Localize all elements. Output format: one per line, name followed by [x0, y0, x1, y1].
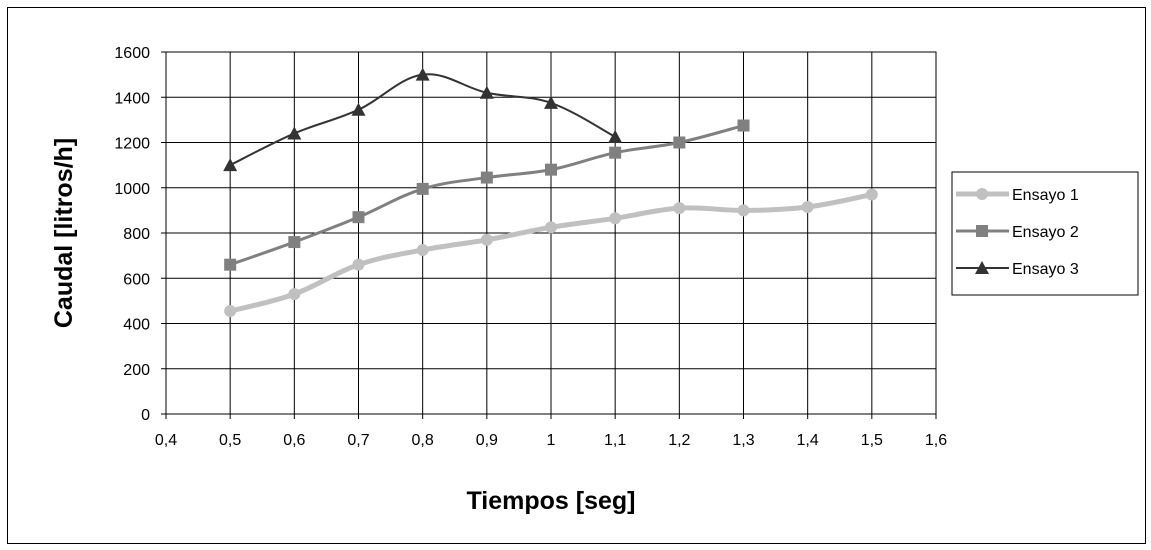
data-point [352, 258, 365, 271]
data-point [415, 67, 430, 81]
data-point [288, 236, 301, 249]
data-point [673, 136, 686, 149]
y-tick-label: 0 [141, 407, 150, 424]
data-point [865, 188, 878, 201]
data-point [545, 221, 557, 234]
y-tick-label: 1200 [114, 136, 150, 153]
data-point [480, 171, 493, 184]
y-axis: 0 200 400 600 800 1000 1200 1400 1600 [114, 45, 166, 424]
data-point [480, 233, 493, 246]
y-tick-label: 400 [123, 317, 150, 334]
legend-label: Ensayo 2 [1012, 224, 1079, 241]
data-point [352, 211, 365, 224]
y-tick-label: 1400 [114, 90, 150, 107]
legend-label: Ensayo 3 [1012, 261, 1079, 278]
x-tick-label: 1,3 [732, 432, 754, 449]
data-point [801, 200, 814, 213]
series-3 [223, 67, 623, 172]
data-point [287, 126, 302, 140]
y-tick-label: 1600 [114, 45, 150, 62]
data-point [608, 129, 623, 143]
y-axis-title: Caudal [litros/h] [50, 138, 78, 328]
data-point [737, 204, 750, 217]
x-tick-label: 1,2 [668, 432, 690, 449]
x-tick-label: 1,5 [861, 432, 883, 449]
y-tick-label: 800 [123, 226, 150, 243]
y-tick-label: 1000 [114, 181, 150, 198]
series-2 [224, 119, 750, 271]
x-tick-label: 1,1 [604, 432, 626, 449]
data-point [737, 119, 750, 132]
x-tick-label: 0,9 [476, 432, 498, 449]
legend-label: Ensayo 1 [1012, 187, 1079, 204]
data-point [609, 146, 622, 159]
x-tick-label: 1 [547, 432, 556, 449]
y-tick-label: 600 [123, 271, 150, 288]
data-point [673, 202, 686, 215]
data-point [416, 182, 429, 195]
y-tick-label: 200 [123, 362, 150, 379]
x-tick-label: 0,4 [155, 432, 177, 449]
data-point [416, 243, 429, 256]
data-point [609, 212, 622, 225]
x-axis: 0,4 0,5 0,6 0,7 0,8 0,9 1 1,1 1,2 1,3 1,4 1,5 1,6 [155, 414, 947, 449]
data-point [976, 225, 988, 237]
x-tick-label: 1,4 [797, 432, 819, 449]
data-point [975, 261, 989, 274]
x-tick-label: 0,6 [283, 432, 305, 449]
x-tick-label: 0,8 [412, 432, 434, 449]
data-point [223, 158, 238, 172]
data-point [976, 188, 988, 200]
data-point [351, 102, 366, 116]
data-point [224, 258, 237, 271]
data-point [288, 288, 301, 301]
x-tick-label: 1,6 [925, 432, 947, 449]
x-axis-title: Tiempos [seg] [466, 487, 635, 515]
series-1 [224, 188, 878, 318]
data-point [224, 305, 237, 318]
x-tick-label: 0,7 [347, 432, 369, 449]
data-point [479, 85, 494, 99]
x-tick-label: 0,5 [219, 432, 241, 449]
legend: Ensayo 1 Ensayo 2 Ensayo 3 [951, 171, 1139, 296]
data-point [545, 163, 557, 176]
data-point [544, 95, 558, 109]
